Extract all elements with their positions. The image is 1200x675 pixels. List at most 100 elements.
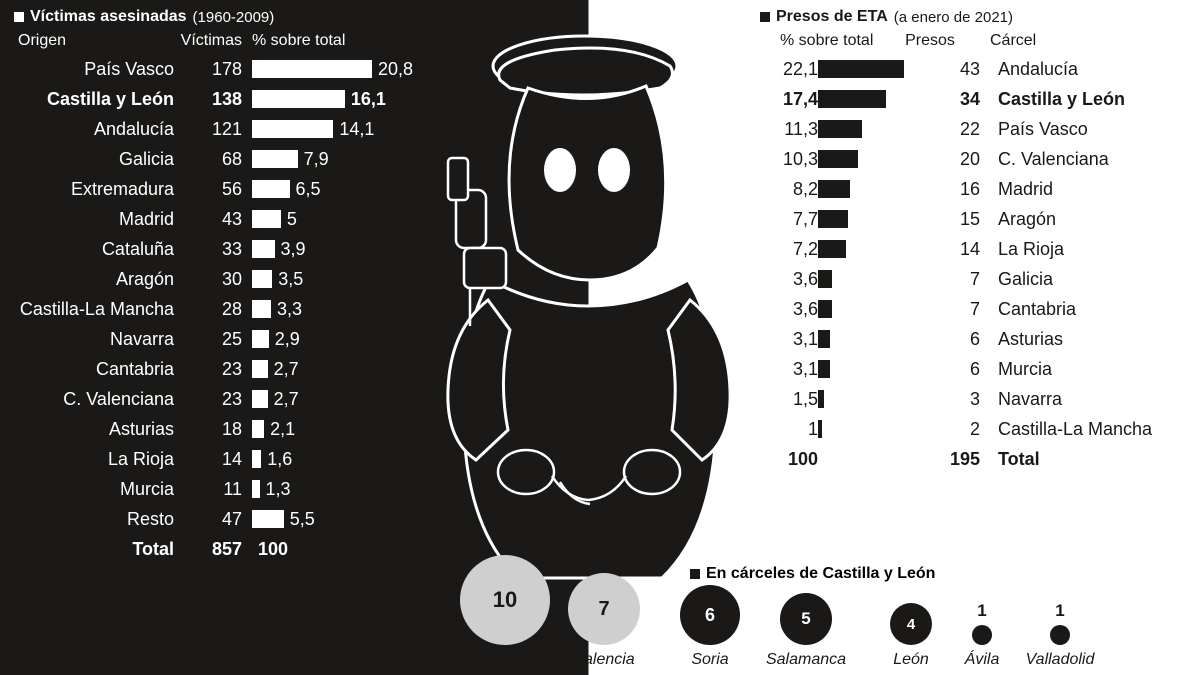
provinces-title-text: En cárceles de Castilla y León [706, 565, 935, 583]
origin-label: Navarra [14, 329, 178, 350]
bar [252, 330, 269, 348]
victims-title: Víctimas asesinadas (1960-2009) [14, 8, 422, 26]
victims-row: Galicia68 7,9 [14, 144, 422, 174]
prison-label: C. Valenciana [980, 149, 1109, 170]
province-circle: 7 [568, 573, 640, 645]
prisoner-count: 15 [916, 209, 980, 230]
victims-row: Asturias182,1 [14, 414, 422, 444]
prisoners-row: 11,322País Vasco [760, 114, 1188, 144]
victims-row: Resto475,5 [14, 504, 422, 534]
bar [252, 420, 264, 438]
bar-wrap: 2,7 [242, 359, 422, 380]
prisoners-col-headers: % sobre total Presos Cárcel [760, 32, 1188, 50]
prison-label: Madrid [980, 179, 1053, 200]
bar-wrap [818, 300, 916, 318]
provinces-title: En cárceles de Castilla y León [690, 565, 935, 583]
bar-wrap: 2,9 [242, 329, 422, 350]
prisoners-row: 100195Total [760, 444, 1188, 474]
square-bullet-icon [690, 569, 700, 579]
bar [252, 270, 272, 288]
prisoners-title-sub: (a enero de 2021) [894, 9, 1013, 26]
victims-row: Cataluña333,9 [14, 234, 422, 264]
pct-label: 7,9 [298, 149, 329, 170]
pct-label: 2,1 [264, 419, 295, 440]
pct-label: 5,5 [284, 509, 315, 530]
bar-wrap: 20,8 [242, 59, 422, 80]
col-victimas: Víctimas [178, 32, 242, 50]
bar [818, 330, 830, 348]
prisoner-count: 6 [916, 359, 980, 380]
origin-label: Total [14, 539, 178, 560]
bar [252, 480, 260, 498]
prison-label: Cantabria [980, 299, 1076, 320]
victims-title-main: Víctimas asesinadas [30, 8, 187, 26]
pct-label: 16,1 [345, 89, 386, 110]
bar-wrap: 3,9 [242, 239, 422, 260]
bar [252, 450, 261, 468]
bar-wrap: 14,1 [242, 119, 422, 140]
victims-rows: País Vasco17820,8Castilla y León13816,1A… [14, 54, 422, 564]
province-value-above: 1 [962, 601, 1002, 621]
bar [252, 240, 275, 258]
bar-wrap: 3,3 [242, 299, 422, 320]
bar-wrap [818, 390, 916, 408]
bar-wrap [818, 240, 916, 258]
bar-wrap [818, 330, 916, 348]
bar [252, 90, 345, 108]
victims-count: 68 [178, 149, 242, 170]
bar [818, 300, 832, 318]
pct-label: 100 [252, 539, 288, 560]
prison-label: Asturias [980, 329, 1063, 350]
col-origen: Origen [14, 32, 178, 50]
origin-label: Galicia [14, 149, 178, 170]
origin-label: C. Valenciana [14, 389, 178, 410]
prisoners-rows: 22,143Andalucía17,434Castilla y León11,3… [760, 54, 1188, 474]
bar-wrap [818, 360, 916, 378]
victims-row: Aragón303,5 [14, 264, 422, 294]
bar-wrap: 2,1 [242, 419, 422, 440]
prison-label: La Rioja [980, 239, 1064, 260]
victims-count: 178 [178, 59, 242, 80]
province-label: Salamanca [746, 651, 866, 669]
bar-wrap [818, 420, 916, 438]
prisoner-count: 22 [916, 119, 980, 140]
origin-label: Andalucía [14, 119, 178, 140]
prisoners-title: Presos de ETA (a enero de 2021) [760, 8, 1188, 26]
victims-count: 857 [178, 539, 242, 560]
prisoner-count: 2 [916, 419, 980, 440]
bar [818, 360, 830, 378]
col-pct-victims: % sobre total [242, 32, 345, 50]
bar [252, 300, 271, 318]
bar-wrap: 5 [242, 209, 422, 230]
victims-count: 25 [178, 329, 242, 350]
prisoner-count: 3 [916, 389, 980, 410]
pct-label: 6,5 [290, 179, 321, 200]
province-circle: 10 [460, 555, 550, 645]
victims-count: 14 [178, 449, 242, 470]
pct-label: 2,7 [268, 389, 299, 410]
prisoner-count: 34 [916, 89, 980, 110]
victims-row: Cantabria232,7 [14, 354, 422, 384]
bar-wrap: 16,1 [242, 89, 422, 110]
bar [818, 90, 886, 108]
pct-label: 1,6 [261, 449, 292, 470]
victims-count: 18 [178, 419, 242, 440]
origin-label: Cantabria [14, 359, 178, 380]
prisoners-row: 10,320C. Valenciana [760, 144, 1188, 174]
prisoners-row: 17,434Castilla y León [760, 84, 1188, 114]
bar-wrap [818, 120, 916, 138]
bar [818, 270, 832, 288]
square-bullet-icon [14, 12, 24, 22]
bar-wrap: 6,5 [242, 179, 422, 200]
bar [818, 180, 850, 198]
origin-label: Madrid [14, 209, 178, 230]
bar [818, 420, 822, 438]
prisoners-row: 8,216Madrid [760, 174, 1188, 204]
prisoners-row: 7,715Aragón [760, 204, 1188, 234]
prison-label: País Vasco [980, 119, 1088, 140]
bar [818, 120, 862, 138]
bar [252, 120, 333, 138]
victims-row: Castilla-La Mancha283,3 [14, 294, 422, 324]
bar [252, 150, 298, 168]
prisoners-row: 3,67Galicia [760, 264, 1188, 294]
